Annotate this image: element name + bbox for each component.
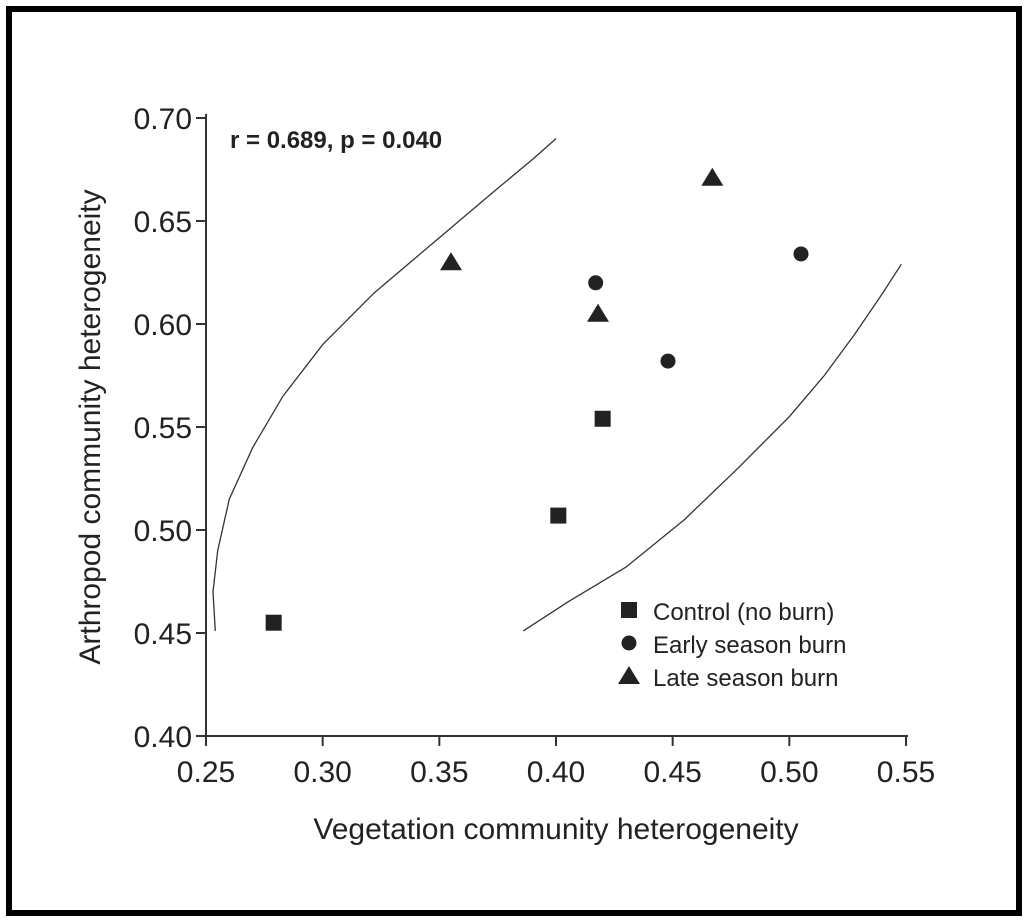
y-tick-label: 0.40 bbox=[134, 721, 192, 754]
legend-label: Early season burn bbox=[653, 632, 846, 659]
legend-label: Late season burn bbox=[653, 665, 838, 692]
x-tick-label: 0.45 bbox=[643, 756, 701, 789]
y-axis-label: Arthropod community heterogeneity bbox=[74, 189, 107, 664]
ticks: 0.25 0.30 0.35 0.40 0.45 0.50 0.55 0.40 0.45 0.50… bbox=[134, 103, 936, 789]
data-point-circle bbox=[793, 246, 809, 262]
x-tick-label: 0.25 bbox=[177, 756, 235, 789]
y-tick-label: 0.60 bbox=[134, 309, 192, 342]
data-point-square bbox=[550, 507, 567, 524]
x-tick-label: 0.35 bbox=[410, 756, 468, 789]
data-point-triangle bbox=[440, 252, 462, 271]
data-point-circle bbox=[660, 353, 676, 369]
figure-frame bbox=[6, 6, 1022, 916]
legend-label: Control (no burn) bbox=[653, 599, 834, 626]
data-points bbox=[265, 167, 809, 631]
x-tick-label: 0.55 bbox=[877, 756, 935, 789]
data-point-square bbox=[594, 410, 611, 427]
x-tick-label: 0.40 bbox=[527, 756, 585, 789]
y-tick-label: 0.50 bbox=[134, 515, 192, 548]
legend: Control (no burn) Early season burn Late s… bbox=[618, 599, 846, 692]
data-point-circle bbox=[588, 275, 604, 291]
x-axis-label: Vegetation community heterogeneity bbox=[313, 813, 798, 846]
correlation-annotation: r = 0.689, p = 0.040 bbox=[230, 127, 442, 154]
y-tick-label: 0.65 bbox=[134, 206, 192, 239]
legend-marker-triangle bbox=[618, 666, 640, 684]
confidence-curve-upper bbox=[212, 138, 557, 631]
y-tick-label: 0.55 bbox=[134, 412, 192, 445]
data-point-square bbox=[265, 614, 282, 631]
confidence-curve-lower bbox=[522, 263, 902, 632]
y-tick-label: 0.70 bbox=[134, 103, 192, 136]
data-point-triangle bbox=[701, 167, 724, 186]
x-tick-label: 0.30 bbox=[293, 756, 351, 789]
legend-marker-circle bbox=[621, 635, 637, 651]
confidence-curves bbox=[212, 138, 902, 632]
data-point-triangle bbox=[587, 303, 609, 322]
y-tick-label: 0.45 bbox=[134, 618, 192, 651]
legend-marker-square bbox=[621, 602, 637, 618]
x-tick-label: 0.50 bbox=[760, 756, 818, 789]
